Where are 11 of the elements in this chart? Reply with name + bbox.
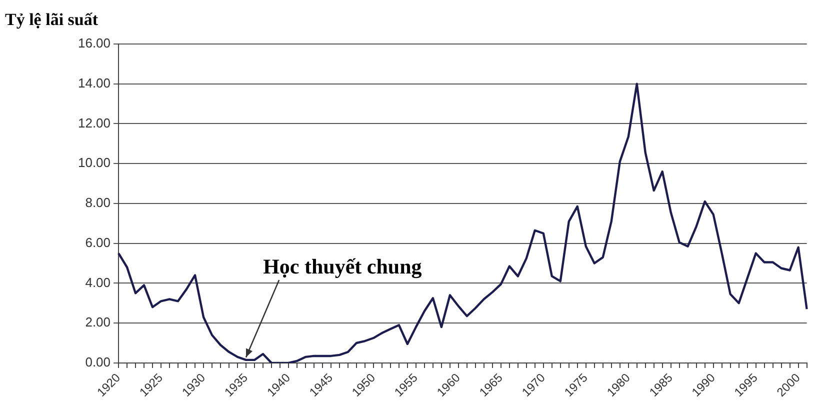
y-tick-label: 0.00 <box>85 354 111 370</box>
y-tick-label: 2.00 <box>85 314 111 330</box>
y-tick-label: 6.00 <box>85 234 111 250</box>
annotation: Học thuyết chung <box>263 254 422 279</box>
y-tick-label: 16.00 <box>78 36 111 51</box>
y-tick-label: 4.00 <box>85 274 111 290</box>
y-tick-label: 12.00 <box>78 115 111 130</box>
y-tick-label: 8.00 <box>85 195 111 210</box>
y-tick-label: 14.00 <box>78 75 111 90</box>
chart-title: Tỷ lệ lãi suất <box>5 10 98 29</box>
y-tick-label: 10.00 <box>78 155 111 170</box>
